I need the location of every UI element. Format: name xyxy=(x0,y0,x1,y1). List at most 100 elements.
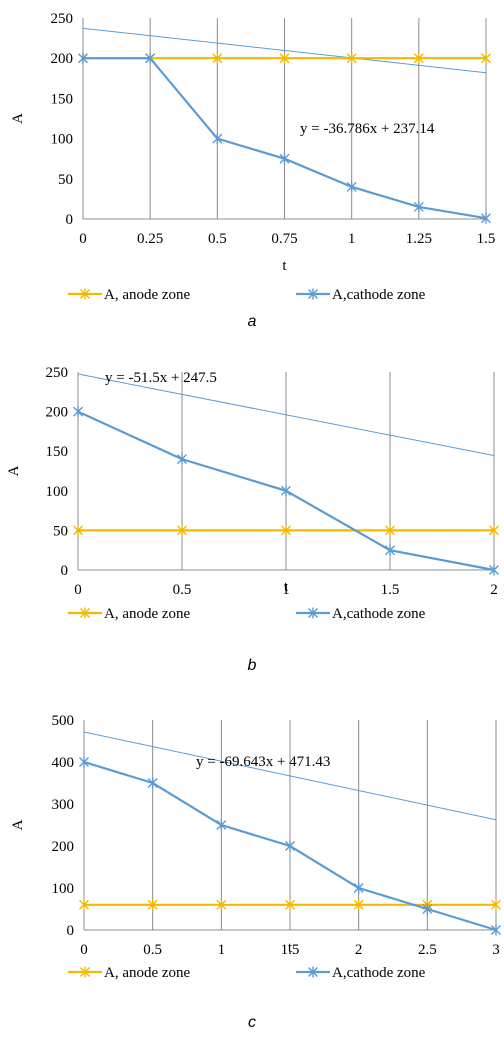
data-point xyxy=(491,924,501,936)
data-point xyxy=(385,524,395,536)
x-tick-label: 0 xyxy=(79,231,87,247)
y-tick-label: 250 xyxy=(46,365,69,381)
data-point xyxy=(353,899,364,911)
legend-marker xyxy=(80,607,90,619)
y-tick-label: 100 xyxy=(51,132,74,148)
y-tick-label: 100 xyxy=(52,881,75,897)
legend-label: A, anode zone xyxy=(104,965,191,981)
y-tick-label: 0 xyxy=(67,923,75,939)
x-tick-label: 0.25 xyxy=(137,231,163,247)
trendline-equation: y = -36.786x + 237.14 xyxy=(300,121,435,137)
data-point xyxy=(353,882,364,894)
y-tick-label: 500 xyxy=(52,713,75,729)
legend-label: A,cathode zone xyxy=(332,606,426,622)
y-tick-label: 200 xyxy=(51,51,74,67)
y-axis-label: A xyxy=(10,113,26,124)
data-point xyxy=(78,52,88,64)
x-tick-label: 2.5 xyxy=(418,942,437,958)
data-point xyxy=(212,52,223,64)
legend-marker xyxy=(308,288,318,300)
legend-item: A,cathode zone xyxy=(296,287,426,303)
panel-label: c xyxy=(248,1014,256,1031)
data-point xyxy=(413,52,424,64)
legend-label: A, anode zone xyxy=(104,287,191,303)
x-tick-label: 1.5 xyxy=(381,582,400,598)
x-tick-label: 3 xyxy=(492,942,500,958)
data-point xyxy=(279,153,290,165)
data-point xyxy=(212,133,223,145)
data-point xyxy=(145,52,156,64)
trendline-equation: y = -51.5x + 247.5 xyxy=(105,370,217,386)
legend-label: A, anode zone xyxy=(104,606,191,622)
x-tick-label: 1 xyxy=(282,582,290,598)
data-point xyxy=(481,52,491,64)
y-tick-label: 200 xyxy=(52,839,75,855)
chart-a: 0 50 100 150 200 250 0 0.25 0.5 0.75 1 1.25 1.5 t Ay =… xyxy=(10,11,496,330)
x-tick-label: 2 xyxy=(490,582,498,598)
legend-marker xyxy=(80,966,90,978)
data-point xyxy=(281,524,291,536)
data-point xyxy=(422,903,433,915)
data-point xyxy=(73,406,83,418)
y-tick-label: 50 xyxy=(58,172,73,188)
y-tick-label: 400 xyxy=(52,755,75,771)
legend-marker xyxy=(308,966,318,978)
data-point xyxy=(216,819,227,831)
panel-label: b xyxy=(248,657,257,674)
data-point xyxy=(481,212,491,224)
x-tick-label: 0.75 xyxy=(271,231,297,247)
x-tick-label: 1.5 xyxy=(281,942,300,958)
data-point xyxy=(216,899,227,911)
y-tick-label: 250 xyxy=(51,11,74,27)
trendline xyxy=(78,373,494,457)
x-axis-label: t xyxy=(288,940,293,956)
chart-b: 0 50 100 150 200 250 0 0.5 1 1.5 2 t Ay = -51.5x + 2… xyxy=(6,365,499,674)
x-tick-label: 0 xyxy=(80,942,88,958)
x-tick-label: 0.5 xyxy=(173,582,192,598)
data-point xyxy=(491,899,501,911)
data-point xyxy=(413,201,424,213)
data-point xyxy=(79,756,89,768)
trendline xyxy=(84,731,496,821)
data-point xyxy=(346,52,357,64)
data-point xyxy=(489,524,499,536)
y-tick-label: 150 xyxy=(46,444,69,460)
data-point xyxy=(285,899,295,911)
data-point xyxy=(79,899,89,911)
data-point xyxy=(285,840,295,852)
data-point xyxy=(177,453,187,465)
legend-marker xyxy=(80,288,90,300)
legend-marker xyxy=(308,607,318,619)
legend-item: A, anode zone xyxy=(68,287,191,303)
legend-item: A, anode zone xyxy=(68,606,191,622)
legend-label: A,cathode zone xyxy=(332,965,426,981)
legend-item: A, anode zone xyxy=(68,965,191,981)
trendline-equation: y = -69.643x + 471.43 xyxy=(196,754,330,770)
x-axis-label: t xyxy=(282,258,287,274)
y-tick-label: 300 xyxy=(52,797,75,813)
x-tick-label: 1.5 xyxy=(477,231,496,247)
legend-label: A,cathode zone xyxy=(332,287,426,303)
data-point xyxy=(385,544,395,556)
y-tick-label: 0 xyxy=(61,563,69,579)
legend-item: A,cathode zone xyxy=(296,965,426,981)
legend-item: A,cathode zone xyxy=(296,606,426,622)
x-tick-label: 1 xyxy=(218,942,226,958)
y-axis-label: A xyxy=(10,819,26,830)
x-tick-label: 2 xyxy=(355,942,363,958)
y-tick-label: 150 xyxy=(51,91,74,107)
y-tick-label: 0 xyxy=(66,212,74,228)
data-point xyxy=(489,564,499,576)
data-point xyxy=(279,52,290,64)
y-axis-label: A xyxy=(6,465,22,476)
data-point xyxy=(147,899,158,911)
y-tick-label: 100 xyxy=(46,484,69,500)
x-tick-label: 1.25 xyxy=(406,231,432,247)
chart-c: 0 100 200 300 400 500 0 0.5 1 1.5 2 2.5 3 t Ay = -69.6… xyxy=(10,713,501,1031)
trendline xyxy=(83,27,486,74)
x-tick-label: 0.5 xyxy=(208,231,227,247)
x-tick-label: 0.5 xyxy=(143,942,162,958)
data-point xyxy=(147,777,158,789)
data-point xyxy=(281,485,291,497)
x-tick-label: 1 xyxy=(348,231,356,247)
